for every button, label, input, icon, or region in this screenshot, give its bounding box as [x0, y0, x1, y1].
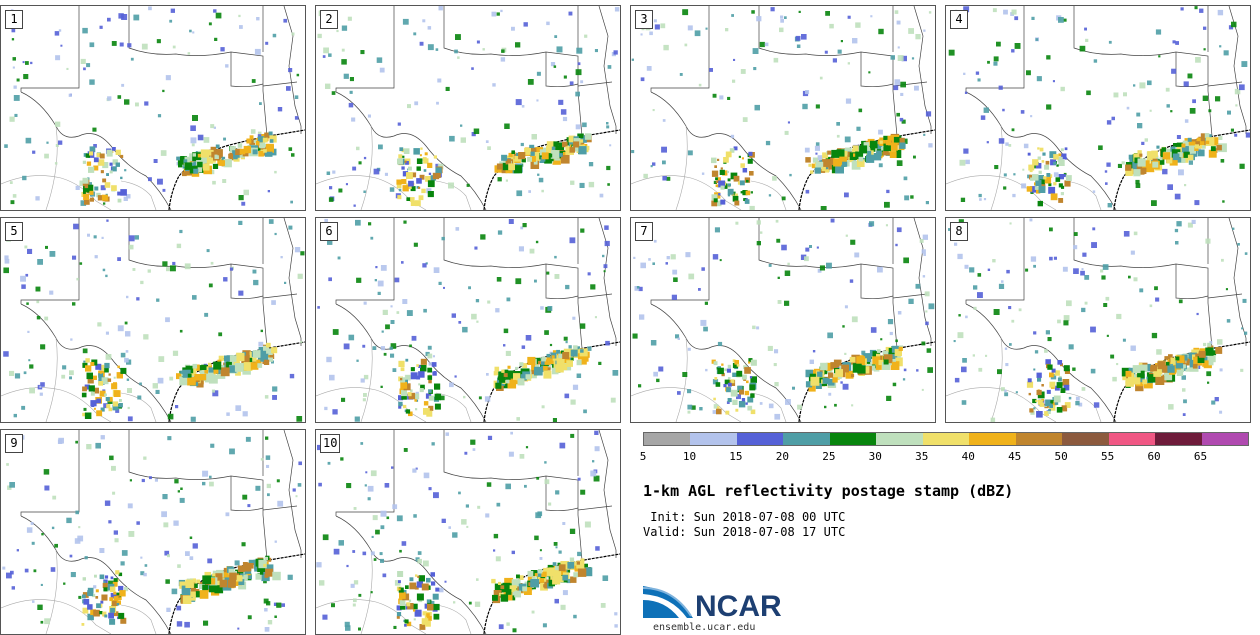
colorbar-tick: 45: [1008, 450, 1022, 463]
member-number: 5: [5, 222, 23, 241]
logo-url: ensemble.ucar.edu: [653, 622, 756, 633]
figure-title: 1-km AGL reflectivity postage stamp (dBZ…: [643, 482, 1014, 500]
colorbar-tick: 55: [1100, 450, 1115, 463]
reflectivity-map: [1, 6, 305, 210]
colorbar-tick: 30: [868, 450, 882, 463]
member-number: 6: [320, 222, 338, 241]
member-number: 10: [320, 434, 341, 453]
colorbar-swatch: [1155, 433, 1202, 445]
colorbar-tick: 50: [1054, 450, 1068, 463]
ensemble-member-panel: 5: [0, 217, 306, 423]
reflectivity-map: [631, 6, 935, 210]
colorbar-tick: 35: [915, 450, 929, 463]
colorbar-swatch: [783, 433, 830, 445]
ensemble-member-panel: 10: [315, 429, 621, 635]
colorbar-swatches: [643, 432, 1249, 446]
reflectivity-map: [316, 6, 620, 210]
member-number: 4: [950, 10, 968, 29]
colorbar-tick: 60: [1147, 450, 1161, 463]
init-time: Init: Sun 2018-07-08 00 UTC: [643, 510, 846, 524]
colorbar-swatch: [829, 433, 877, 445]
colorbar-swatch: [876, 433, 923, 445]
colorbar-tick: 5: [639, 450, 647, 463]
ensemble-member-panel: 3: [630, 5, 936, 211]
reflectivity-map: [631, 218, 935, 422]
colorbar-swatch: [969, 433, 1016, 445]
ensemble-member-panel: 2: [315, 5, 621, 211]
colorbar-tick: 65: [1193, 450, 1208, 463]
colorbar-tick-labels: 5 10 15 20 25 30 35 40 45 50 55 60 65: [639, 446, 1260, 463]
ensemble-member-panel: 7: [630, 217, 936, 423]
colorbar-swatch: [1201, 433, 1249, 445]
member-number: 3: [635, 10, 653, 29]
reflectivity-map: [316, 218, 620, 422]
member-number: 9: [5, 434, 23, 453]
colorbar-swatch: [690, 433, 737, 445]
ensemble-member-panel: 6: [315, 217, 621, 423]
reflectivity-map: [316, 430, 620, 634]
colorbar-swatch: [736, 433, 784, 445]
colorbar-tick: 15: [729, 450, 743, 463]
colorbar-tick: 10: [682, 450, 697, 463]
colorbar-swatch: [644, 433, 691, 445]
ncar-logo: NCAR: [643, 586, 782, 623]
colorbar-swatch: [1108, 433, 1156, 445]
member-number: 1: [5, 10, 23, 29]
ensemble-member-panel: 1: [0, 5, 306, 211]
member-number: 7: [635, 222, 653, 241]
colorbar-tick: 40: [961, 450, 975, 463]
reflectivity-map: [1, 218, 305, 422]
ensemble-member-panel: 9: [0, 429, 306, 635]
colorbar-swatch: [1062, 433, 1109, 445]
colorbar-swatch: [1015, 433, 1063, 445]
reflectivity-map: [946, 218, 1250, 422]
colorbar-swatch: [922, 433, 970, 445]
ensemble-member-panel: 8: [945, 217, 1251, 423]
reflectivity-map: [1, 430, 305, 634]
member-number: 2: [320, 10, 338, 29]
reflectivity-map: [946, 6, 1250, 210]
ensemble-member-panel: 4: [945, 5, 1251, 211]
member-number: 8: [950, 222, 968, 241]
colorbar-tick: 25: [822, 450, 836, 463]
colorbar-tick: 20: [775, 450, 789, 463]
logo-text: NCAR: [695, 590, 782, 623]
valid-time: Valid: Sun 2018-07-08 17 UTC: [643, 525, 846, 539]
reflectivity-colorbar: 5 10 15 20 25 30 35 40 45 50 55 60 65: [639, 432, 1260, 463]
